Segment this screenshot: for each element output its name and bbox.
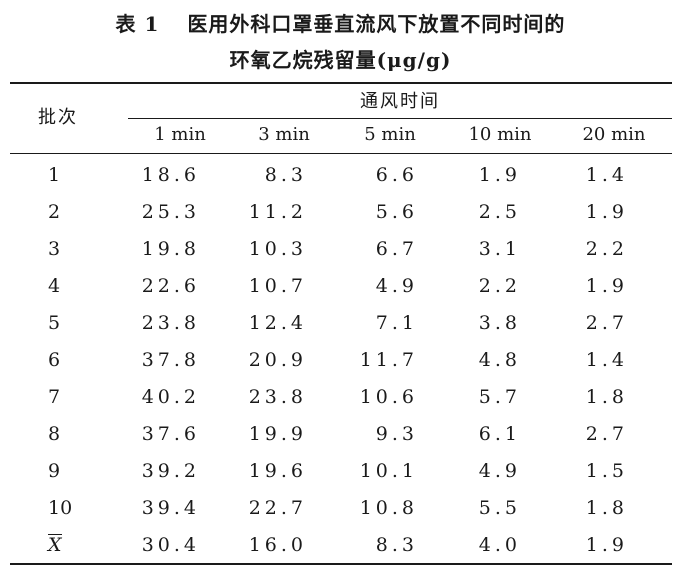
table-number: 表 1 xyxy=(115,12,160,36)
value-cell: 7.1 xyxy=(375,312,418,334)
value-cell: 1.9 xyxy=(478,164,521,186)
value-cell: 12.4 xyxy=(248,312,307,334)
value-cell: 1.8 xyxy=(585,386,628,408)
value-cell: 2.2 xyxy=(585,238,628,260)
value-cell: 19.8 xyxy=(141,238,200,260)
batch-cell: 7 xyxy=(48,386,61,408)
value-cell: 4.0 xyxy=(478,534,521,556)
batch-cell: 2 xyxy=(48,201,61,223)
batch-cell: 10 xyxy=(48,497,73,519)
value-cell: 10.7 xyxy=(248,275,307,297)
batch-cell: X xyxy=(48,534,62,556)
value-cell: 10.8 xyxy=(359,497,418,519)
value-cell: 23.8 xyxy=(248,386,307,408)
value-cell: 23.8 xyxy=(141,312,200,334)
value-cell: 10.1 xyxy=(359,460,418,482)
batch-cell: 1 xyxy=(48,164,61,186)
value-cell: 37.6 xyxy=(141,423,200,445)
value-cell: 4.9 xyxy=(478,460,521,482)
batch-cell: 3 xyxy=(48,238,61,260)
value-cell: 1.8 xyxy=(585,497,628,519)
value-cell: 5.7 xyxy=(478,386,521,408)
table-row: 3 19.8 10.3 6.7 3.1 2.2 xyxy=(0,234,681,271)
value-cell: 2.2 xyxy=(478,275,521,297)
batch-cell: 4 xyxy=(48,275,61,297)
value-cell: 2.7 xyxy=(585,312,628,334)
value-cell: 2.5 xyxy=(478,201,521,223)
value-cell: 6.6 xyxy=(375,164,418,186)
batch-cell: 6 xyxy=(48,349,61,371)
table-row: 7 40.2 23.8 10.6 5.7 1.8 xyxy=(0,382,681,419)
batch-cell: 8 xyxy=(48,423,61,445)
table-body: 1 18.6 8.3 6.6 1.9 1.4 2 25.3 11.2 5.6 2.5 1.9 3 19.8… xyxy=(0,160,681,567)
column-headers: 1 min 3 min 5 min 10 min 20 min xyxy=(0,124,681,150)
value-cell: 10.6 xyxy=(359,386,418,408)
column-header: 10 min xyxy=(468,124,532,145)
value-cell: 3.1 xyxy=(478,238,521,260)
value-cell: 20.9 xyxy=(248,349,307,371)
value-cell: 8.3 xyxy=(375,534,418,556)
value-cell: 3.8 xyxy=(478,312,521,334)
header-rule xyxy=(10,153,672,154)
table-title-line1: 医用外科口罩垂直流风下放置不同时间的 xyxy=(187,12,566,36)
value-cell: 19.9 xyxy=(248,423,307,445)
value-cell: 1.9 xyxy=(585,534,628,556)
value-cell: 22.7 xyxy=(248,497,307,519)
value-cell: 40.2 xyxy=(141,386,200,408)
value-cell: 1.4 xyxy=(585,349,628,371)
value-cell: 4.9 xyxy=(375,275,418,297)
value-cell: 11.7 xyxy=(359,349,418,371)
column-header: 20 min xyxy=(582,124,646,145)
table-row: 5 23.8 12.4 7.1 3.8 2.7 xyxy=(0,308,681,345)
value-cell: 1.9 xyxy=(585,201,628,223)
value-cell: 9.3 xyxy=(375,423,418,445)
table-row: X 30.4 16.0 8.3 4.0 1.9 xyxy=(0,530,681,567)
table-caption-line2: 环氧乙烷残留量(μg/g) xyxy=(229,48,452,72)
bottom-rule xyxy=(10,563,672,565)
batch-cell: 9 xyxy=(48,460,61,482)
group-header-rule xyxy=(128,118,672,119)
value-cell: 30.4 xyxy=(141,534,200,556)
table-row: 2 25.3 11.2 5.6 2.5 1.9 xyxy=(0,197,681,234)
value-cell: 22.6 xyxy=(141,275,200,297)
value-cell: 11.2 xyxy=(248,201,307,223)
table-row: 8 37.6 19.9 9.3 6.1 2.7 xyxy=(0,419,681,456)
value-cell: 6.1 xyxy=(478,423,521,445)
table-caption-line1: 表 1 医用外科口罩垂直流风下放置不同时间的 xyxy=(0,8,681,37)
value-cell: 10.3 xyxy=(248,238,307,260)
value-cell: 19.6 xyxy=(248,460,307,482)
value-cell: 5.5 xyxy=(478,497,521,519)
value-cell: 16.0 xyxy=(248,534,307,556)
value-cell: 37.8 xyxy=(141,349,200,371)
top-rule xyxy=(10,82,672,84)
ventilation-time-header: 通风时间 xyxy=(360,91,440,112)
column-header: 3 min xyxy=(258,124,310,145)
value-cell: 1.9 xyxy=(585,275,628,297)
value-cell: 1.4 xyxy=(585,164,628,186)
value-cell: 2.7 xyxy=(585,423,628,445)
value-cell: 18.6 xyxy=(141,164,200,186)
value-cell: 39.4 xyxy=(141,497,200,519)
table-row: 4 22.6 10.7 4.9 2.2 1.9 xyxy=(0,271,681,308)
table-row: 9 39.2 19.6 10.1 4.9 1.5 xyxy=(0,456,681,493)
batch-column-header: 批次 xyxy=(38,107,78,128)
value-cell: 6.7 xyxy=(375,238,418,260)
column-header: 1 min xyxy=(154,124,206,145)
value-cell: 5.6 xyxy=(375,201,418,223)
table-row: 1 18.6 8.3 6.6 1.9 1.4 xyxy=(0,160,681,197)
value-cell: 1.5 xyxy=(585,460,628,482)
table-row: 10 39.4 22.7 10.8 5.5 1.8 xyxy=(0,493,681,530)
batch-cell: 5 xyxy=(48,312,61,334)
value-cell: 8.3 xyxy=(264,164,307,186)
table-row: 6 37.8 20.9 11.7 4.8 1.4 xyxy=(0,345,681,382)
value-cell: 25.3 xyxy=(141,201,200,223)
mean-symbol: X xyxy=(48,534,62,556)
value-cell: 4.8 xyxy=(478,349,521,371)
value-cell: 39.2 xyxy=(141,460,200,482)
column-header: 5 min xyxy=(364,124,416,145)
